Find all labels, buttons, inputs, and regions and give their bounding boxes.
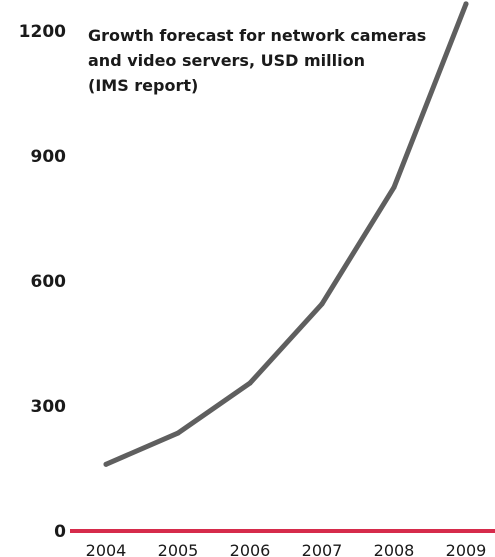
y-tick-label-300: 300 xyxy=(31,397,67,417)
y-tick-label-900: 900 xyxy=(31,147,67,167)
series-line-forecast xyxy=(103,1,469,467)
chart-title-line-2: and video servers, USD million xyxy=(88,51,365,70)
y-tick-label-0: 0 xyxy=(54,522,66,542)
data-point-2005 xyxy=(175,430,181,436)
data-point-2009 xyxy=(463,1,469,7)
chart-title-line-3: (IMS report) xyxy=(88,76,199,95)
x-tick-label-2008: 2008 xyxy=(374,541,415,557)
data-point-2008 xyxy=(391,184,397,190)
x-tick-label-2005: 2005 xyxy=(158,541,199,557)
x-tick-label-2004: 2004 xyxy=(86,541,127,557)
chart-title-line-1: Growth forecast for network cameras xyxy=(88,26,427,45)
data-points xyxy=(103,1,469,467)
x-axis-tick-labels: 2004 2005 2006 2007 2008 2009 xyxy=(86,541,487,557)
data-point-2007 xyxy=(319,301,325,307)
x-tick-label-2009: 2009 xyxy=(446,541,487,557)
x-tick-label-2007: 2007 xyxy=(302,541,343,557)
y-tick-label-600: 600 xyxy=(31,272,67,292)
x-tick-label-2006: 2006 xyxy=(230,541,271,557)
y-tick-label-1200: 1200 xyxy=(19,22,66,42)
data-point-2004 xyxy=(103,461,109,467)
data-point-2006 xyxy=(247,380,253,386)
y-axis-tick-labels: 0 300 600 900 1200 xyxy=(19,22,66,542)
